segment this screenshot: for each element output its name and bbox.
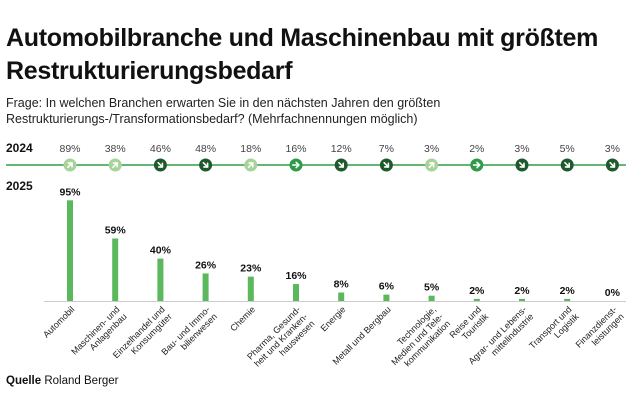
trend-arrow-down-icon	[202, 161, 209, 168]
source-name: Roland Berger	[44, 375, 119, 387]
value-label-2025: 95%	[59, 186, 81, 198]
value-label-2025: 5%	[424, 282, 440, 294]
category-label: Technologie,Medien und Tele-kommunikatio…	[382, 304, 452, 374]
bar-2025	[519, 298, 525, 301]
bar-2025	[293, 284, 299, 301]
value-label-2025: 2%	[560, 285, 576, 297]
trend-arrow-flat-icon	[472, 161, 481, 169]
bar-2025	[473, 298, 480, 301]
year-label-2025: 2025	[6, 179, 33, 193]
value-label-2025: 16%	[285, 270, 307, 282]
value-label-2024: 3%	[514, 143, 529, 155]
year-label-2024: 2024	[6, 141, 33, 155]
value-label-2024: 3%	[605, 143, 620, 155]
source-label: Quelle	[6, 375, 42, 387]
category-label: Chemie	[228, 304, 257, 333]
bar-2025	[157, 258, 164, 301]
value-label-2024: 7%	[379, 143, 394, 155]
trend-arrow-down-icon	[383, 161, 390, 168]
value-label-2025: 2%	[469, 285, 485, 297]
value-label-2024: 48%	[195, 143, 216, 155]
value-label-2024: 16%	[285, 143, 306, 155]
value-label-2024: 46%	[150, 143, 171, 155]
bar-2025	[67, 200, 73, 301]
value-label-2024: 3%	[424, 143, 439, 155]
trend-arrow-down-icon	[564, 161, 571, 168]
trend-arrow-down-icon	[609, 161, 616, 168]
bar-2025	[428, 295, 435, 301]
trend-arrow-down-icon	[157, 161, 164, 168]
category-label-line: Energie	[319, 304, 348, 333]
value-label-2024: 18%	[240, 143, 261, 155]
category-label-line: Automobil	[41, 304, 76, 339]
bar-2025	[202, 273, 209, 301]
bar-2025	[564, 298, 571, 301]
value-label-2024: 89%	[59, 143, 80, 155]
trend-arrow-up-icon	[112, 162, 119, 169]
category-label: Transport undLogistik	[527, 304, 581, 358]
trend-arrow-down-icon	[338, 161, 345, 168]
value-label-2024: 5%	[560, 143, 575, 155]
value-label-2025: 8%	[334, 279, 350, 291]
value-label-2024: 38%	[105, 143, 126, 155]
chart-title: Automobilbranche und Maschinenbau mit gr…	[6, 24, 599, 85]
trend-arrow-up-icon	[66, 162, 73, 169]
category-label-line: Chemie	[228, 304, 257, 333]
survey-question: Frage: In welchen Branchen erwarten Sie …	[6, 96, 441, 126]
value-label-2024: 12%	[331, 143, 352, 155]
trend-arrow-down-icon	[518, 161, 525, 168]
value-label-2025: 59%	[105, 224, 127, 236]
value-label-2024: 2%	[469, 143, 484, 155]
category-label: Pharma, Gesund-heit und Kranken-hauswese…	[245, 304, 316, 375]
bar-2025	[338, 292, 345, 301]
trend-arrow-flat-icon	[292, 161, 300, 169]
bar-2025	[112, 238, 119, 301]
trend-arrow-up-icon	[247, 162, 254, 169]
value-label-2025: 6%	[379, 281, 395, 293]
bar-2025	[247, 276, 254, 301]
value-label-2025: 0%	[605, 287, 621, 299]
category-label: Automobil	[41, 304, 76, 339]
value-label-2025: 23%	[240, 263, 262, 275]
value-label-2025: 40%	[150, 245, 172, 257]
source-note: Quelle Roland Berger	[6, 375, 119, 387]
bar-2025	[383, 294, 390, 301]
trend-arrow-up-icon	[428, 162, 435, 169]
category-label: Energie	[319, 304, 348, 333]
category-label: Finanzdienst-leistungen	[574, 304, 626, 356]
value-label-2025: 26%	[195, 259, 217, 271]
value-label-2025: 2%	[514, 285, 530, 297]
